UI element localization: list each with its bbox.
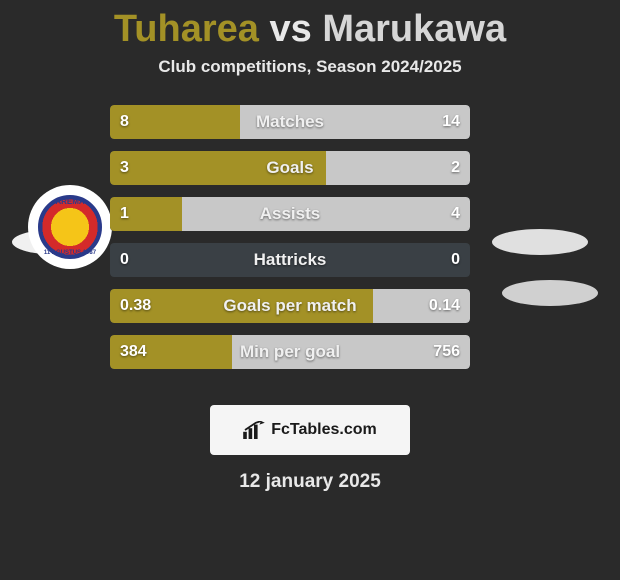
stat-value-left: 8 bbox=[120, 105, 129, 139]
badge-bottom-text: 11 AGUSTUS 1987 bbox=[44, 250, 96, 256]
placeholder-oval bbox=[492, 229, 588, 255]
brand-text: FcTables.com bbox=[271, 421, 377, 439]
stat-value-left: 3 bbox=[120, 151, 129, 185]
stat-value-right: 14 bbox=[442, 105, 460, 139]
player1-name: Tuharea bbox=[114, 8, 259, 50]
stat-row: Assists1 4 bbox=[110, 197, 470, 231]
stat-value-right: 4 bbox=[451, 197, 460, 231]
stat-value-right: 0.14 bbox=[429, 289, 460, 323]
stat-value-left: 384 bbox=[120, 335, 147, 369]
comparison-bars: Matches814Goals32Assists14Hattricks00Goa… bbox=[110, 105, 470, 381]
stat-value-right: 0 bbox=[451, 243, 460, 277]
date-text: 12 january 2025 bbox=[0, 471, 620, 493]
badge-inner: AREMA 11 AGUSTUS 1987 bbox=[38, 195, 102, 259]
badge-top-text: AREMA bbox=[55, 197, 84, 206]
stat-row: Goals per match0.38 0.14 bbox=[110, 289, 470, 323]
brand-chart-icon bbox=[243, 421, 265, 439]
stat-label: Goals bbox=[110, 151, 470, 185]
stat-row: Goals3 2 bbox=[110, 151, 470, 185]
player2-name: Marukawa bbox=[322, 8, 506, 50]
stat-row: Hattricks0 0 bbox=[110, 243, 470, 277]
stat-row: Matches8 14 bbox=[110, 105, 470, 139]
placeholder-oval bbox=[502, 280, 598, 306]
subtitle: Club competitions, Season 2024/2025 bbox=[0, 57, 620, 77]
stat-label: Hattricks bbox=[110, 243, 470, 277]
stat-value-left: 0.38 bbox=[120, 289, 151, 323]
stat-value-right: 756 bbox=[433, 335, 460, 369]
stat-label: Assists bbox=[110, 197, 470, 231]
stat-row: Min per goal384 756 bbox=[110, 335, 470, 369]
player1-club-badge: AREMA 11 AGUSTUS 1987 bbox=[28, 185, 112, 269]
stat-label: Matches bbox=[110, 105, 470, 139]
stat-label: Goals per match bbox=[110, 289, 470, 323]
stat-label: Min per goal bbox=[110, 335, 470, 369]
vs-text: vs bbox=[269, 8, 311, 50]
stat-value-left: 0 bbox=[120, 243, 129, 277]
stat-value-left: 1 bbox=[120, 197, 129, 231]
comparison-title: Tuharea vs Marukawa bbox=[0, 0, 620, 55]
brand-badge: FcTables.com bbox=[210, 405, 410, 455]
content-area: AREMA 11 AGUSTUS 1987 Matches814Goals32A… bbox=[0, 105, 620, 385]
stat-value-right: 2 bbox=[451, 151, 460, 185]
